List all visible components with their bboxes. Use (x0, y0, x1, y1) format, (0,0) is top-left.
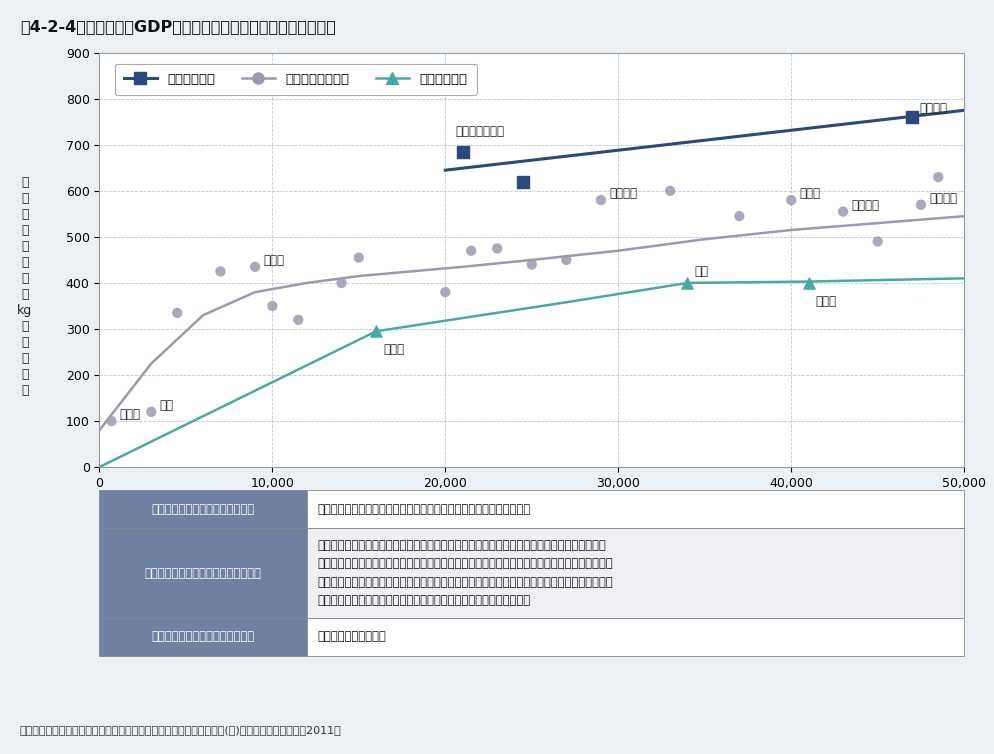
Text: チェコ: チェコ (383, 344, 405, 357)
Point (524, 259, 540, 271)
Bar (99, 529, 307, 618)
Text: ロシア: ロシア (263, 254, 284, 267)
Point (351, 252, 367, 264)
Text: オーストラリア: オーストラリア (455, 125, 505, 138)
Text: 中国: 中国 (160, 399, 174, 412)
Text: 都市ごみの発生量が低いグループ: 都市ごみの発生量が低いグループ (152, 630, 254, 643)
Text: フランス: フランス (852, 199, 880, 212)
Point (930, 171, 946, 183)
Bar (99, 490, 307, 529)
Text: インド: インド (120, 408, 141, 421)
Point (559, 254, 575, 266)
Point (264, 300, 280, 312)
Text: 都市ごみの発生量が高いグループ: 都市ごみの発生量が高いグループ (152, 503, 254, 516)
Point (454, 146, 470, 158)
Bar (307, 618, 964, 656)
Bar (307, 529, 964, 618)
Point (913, 198, 929, 210)
Point (334, 277, 350, 289)
Point (290, 314, 306, 326)
Point (593, 194, 609, 206)
Bar (99, 618, 307, 656)
Text: ドイツ: ドイツ (799, 187, 821, 201)
Point (103, 415, 119, 427)
Text: 日本、チェコ、カナダ: 日本、チェコ、カナダ (317, 630, 386, 643)
Text: イギリス: イギリス (929, 192, 957, 205)
Text: アメリカ: アメリカ (919, 102, 947, 115)
Point (905, 111, 920, 123)
Text: 出典：世界の廃棄物発生量の推定と将来予測に関する研究（田中勝（(株)廃棄物工学研究所），2011）: 出典：世界の廃棄物発生量の推定と将来予測に関する研究（田中勝（(株)廃棄物工学研… (20, 725, 342, 735)
Bar (307, 490, 964, 529)
Text: 中国、ブラジル、南アフリカ、ロシア、トルコ、メキシコ、ポーランド、ニュージーランド、
ハンガリー、スロバキア、エストニア、韓国、ポルトガル、スロベニア、ギリシャ: 中国、ブラジル、南アフリカ、ロシア、トルコ、メキシコ、ポーランド、ニュージーラン… (317, 539, 613, 608)
Point (489, 242, 505, 254)
Point (437, 286, 453, 298)
X-axis label: GDP（ドル／人・年）: GDP（ドル／人・年） (486, 498, 578, 511)
Point (680, 277, 696, 289)
Point (143, 406, 159, 418)
Text: 都市ごみの発生量が平均的なグループ: 都市ごみの発生量が平均的なグループ (145, 566, 261, 580)
Point (248, 261, 263, 273)
Point (870, 235, 886, 247)
Point (463, 245, 479, 257)
Point (800, 277, 816, 289)
Text: 図4-2-4　一人当たりGDPと都市ごみ排出量の相関関係について: 図4-2-4 一人当たりGDPと都市ごみ排出量の相関関係について (20, 19, 336, 34)
Point (732, 210, 747, 222)
Point (368, 325, 384, 337)
Text: 都
市
ご
み
排
出
量
（
kg
／
人
・
年
）: 都 市 ご み 排 出 量 （ kg ／ 人 ・ 年 ） (17, 176, 33, 397)
Point (783, 194, 799, 206)
Point (835, 206, 851, 218)
Text: オーストラリア、イスラエル、アメリカ、デンマーク、アイルランド: オーストラリア、イスラエル、アメリカ、デンマーク、アイルランド (317, 503, 531, 516)
Point (662, 185, 678, 197)
Point (213, 265, 229, 277)
Text: カナダ: カナダ (815, 295, 837, 308)
Point (169, 307, 185, 319)
Point (515, 176, 531, 188)
Text: イタリア: イタリア (609, 187, 637, 201)
Text: 日本: 日本 (695, 265, 709, 277)
Legend: 高いグループ, 平均的なグループ, 低いグループ: 高いグループ, 平均的なグループ, 低いグループ (114, 63, 476, 95)
